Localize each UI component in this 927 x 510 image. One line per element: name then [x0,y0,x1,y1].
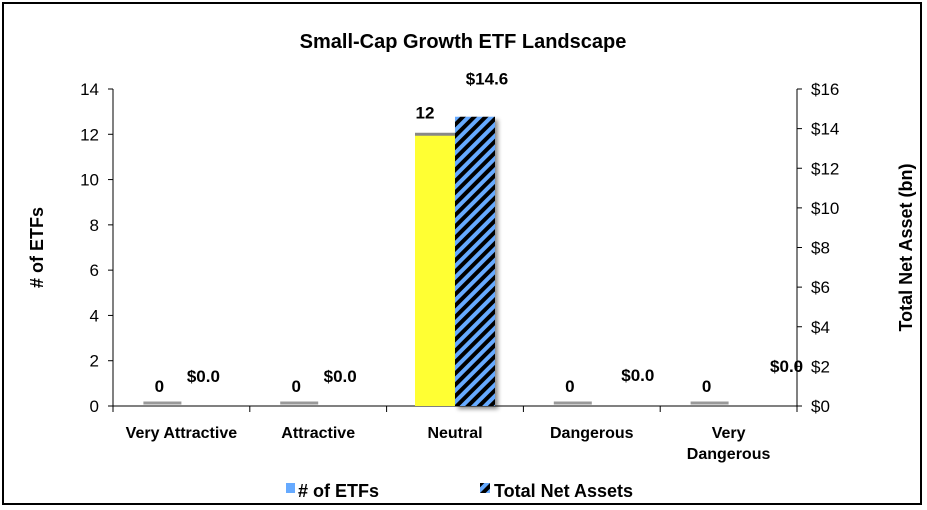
data-label-total-net-assets: $0.0 [187,367,220,386]
data-label-etf-count: 12 [416,103,435,122]
right-tick-label: $12 [811,159,839,178]
data-label-etf-count: 0 [565,377,574,396]
data-label-total-net-assets: $0.0 [621,366,654,385]
x-category-label: Very [712,425,746,442]
left-tick-label: 4 [90,306,99,325]
legend-label-etf-count: # of ETFs [298,481,379,501]
right-tick-label: $6 [811,278,830,297]
y-axis-title: # of ETFs [27,207,47,288]
right-tick-label: $10 [811,199,839,218]
right-tick-label: $14 [811,120,839,139]
legend-swatch-total-net-assets [480,483,490,493]
bar-total-net-assets [455,116,495,407]
data-label-etf-count: 0 [702,377,711,396]
right-tick-label: $0 [811,397,830,416]
data-label-etf-count: 0 [155,377,164,396]
x-category-label: Dangerous [687,446,771,463]
right-tick-label: $4 [811,318,830,337]
data-label-etf-count: 0 [291,377,300,396]
y2-axis-title: Total Net Asset (bn) [896,163,916,331]
left-tick-label: 14 [80,80,99,99]
data-label-total-net-assets: $0.0 [770,357,803,376]
x-category-label: Neutral [427,425,482,442]
x-category-label: Dangerous [550,425,634,442]
left-tick-label: 8 [90,216,99,235]
data-label-total-net-assets: $0.0 [324,367,357,386]
legend-label-total-net-assets: Total Net Assets [494,481,633,501]
bar-etf-count [415,134,455,407]
x-category-label: Attractive [281,425,355,442]
legend-swatch-etf-count [286,483,295,493]
left-tick-label: 6 [90,261,99,280]
right-tick-label: $16 [811,80,839,99]
x-category-label: Very Attractive [126,425,238,442]
chart-title: Small-Cap Growth ETF Landscape [300,31,627,53]
left-tick-label: 2 [90,352,99,371]
left-tick-label: 0 [90,397,99,416]
right-tick-label: $8 [811,239,830,258]
data-label-total-net-assets: $14.6 [466,70,509,89]
right-tick-label: $2 [811,357,830,376]
left-tick-label: 12 [80,125,99,144]
left-tick-label: 10 [80,171,99,190]
